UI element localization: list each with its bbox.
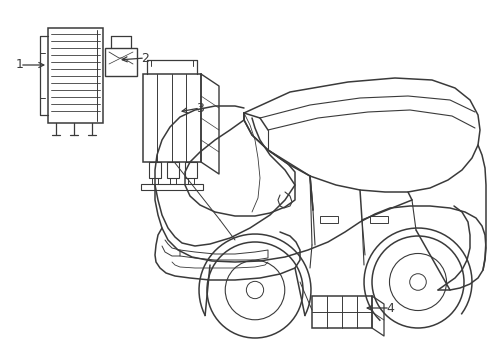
Bar [319, 216, 337, 223]
Bar [142, 74, 201, 162]
Text: 3: 3 [196, 102, 203, 114]
Bar [184, 162, 197, 178]
Bar [141, 184, 203, 190]
Bar [48, 28, 103, 123]
Text: 1: 1 [16, 58, 24, 72]
Bar [105, 48, 137, 76]
Bar [167, 162, 179, 178]
Text: 4: 4 [385, 302, 393, 315]
Bar [369, 216, 387, 223]
Bar [149, 162, 161, 178]
Bar [311, 296, 371, 328]
Text: 2: 2 [141, 51, 149, 64]
